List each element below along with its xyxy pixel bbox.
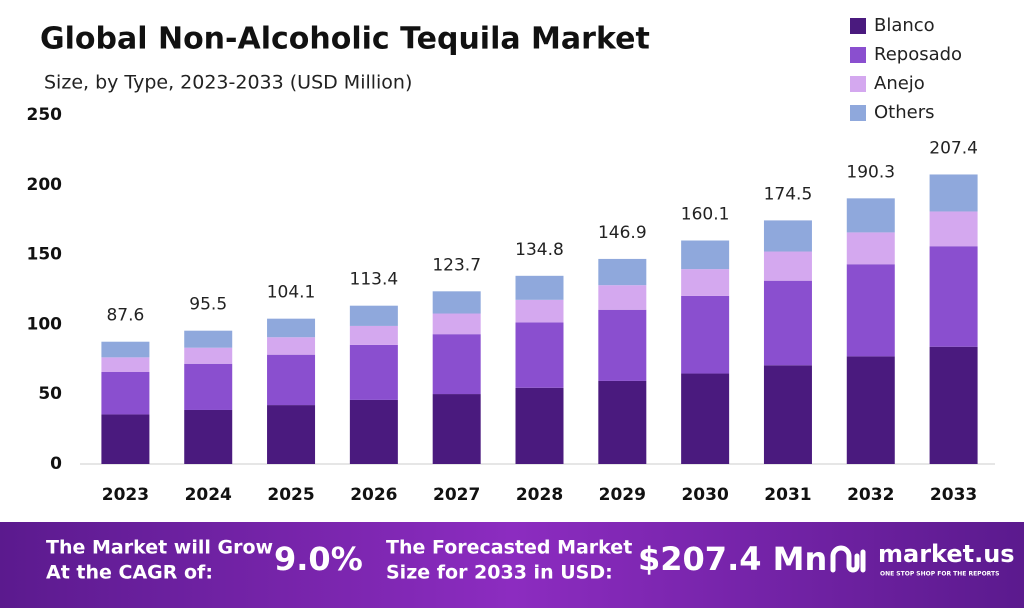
bar-segment: [681, 269, 730, 296]
total-label: 134.8: [515, 240, 564, 260]
legend-swatch: [850, 76, 866, 92]
bar-segment: [101, 341, 150, 358]
bar-segment: [681, 295, 730, 374]
bar-segment: [101, 414, 150, 464]
bar-segment: [267, 337, 316, 355]
bar-segment: [515, 275, 564, 300]
brand-logo: [830, 545, 866, 573]
total-label: 190.3: [846, 162, 895, 182]
x-tick-label: 2025: [267, 485, 314, 505]
legend-label: Others: [874, 102, 935, 123]
chart-title: Global Non-Alcoholic Tequila Market: [40, 22, 650, 57]
total-label: 123.7: [432, 255, 481, 275]
y-tick-label: 100: [27, 314, 63, 334]
bar-segment: [763, 220, 812, 252]
x-tick-label: 2029: [599, 485, 646, 505]
bar-segment: [598, 309, 647, 381]
legend-swatch: [850, 47, 866, 63]
bar-segment: [184, 330, 233, 348]
bar-segment: [846, 232, 895, 265]
bar-segment: [929, 246, 978, 347]
bar-segment: [515, 299, 564, 323]
bar-segment: [598, 285, 647, 310]
legend-label: Reposado: [874, 44, 962, 65]
bar-segment: [432, 313, 481, 335]
x-tick-label: 2032: [847, 485, 894, 505]
x-tick-label: 2028: [516, 485, 563, 505]
bar-segment: [101, 357, 150, 373]
x-tick-label: 2031: [764, 485, 811, 505]
y-tick-label: 50: [38, 384, 62, 404]
bar-segment: [267, 405, 316, 464]
bar-segment: [432, 394, 481, 464]
bar-segment: [846, 198, 895, 233]
bar-segment: [929, 211, 978, 247]
footer-text: Size for 2033 in USD:: [386, 562, 613, 584]
x-tick-label: 2030: [681, 485, 728, 505]
total-label: 174.5: [764, 184, 813, 204]
x-tick-label: 2033: [930, 485, 977, 505]
footer-text: At the CAGR of:: [46, 562, 213, 584]
bar-segment: [432, 334, 481, 395]
total-label: 95.5: [189, 295, 227, 315]
total-label: 104.1: [267, 283, 316, 303]
bar-segment: [763, 280, 812, 366]
x-tick-label: 2026: [350, 485, 397, 505]
bar-segment: [184, 409, 233, 464]
y-tick-label: 0: [50, 454, 62, 474]
legend-swatch: [850, 18, 866, 34]
x-tick-label: 2024: [185, 485, 232, 505]
footer-value: 9.0%: [274, 540, 363, 578]
bar-segment: [432, 291, 481, 314]
bar-segment: [349, 399, 398, 464]
bar-segment: [349, 305, 398, 326]
bar-segment: [598, 380, 647, 464]
bar-segment: [598, 258, 647, 286]
bar-segment: [184, 363, 233, 410]
bar-segment: [515, 322, 564, 388]
x-tick-label: 2027: [433, 485, 480, 505]
total-label: 113.4: [350, 270, 399, 290]
x-tick-label: 2023: [102, 485, 149, 505]
bar-segment: [681, 240, 730, 270]
bar-segment: [929, 174, 978, 212]
bar-segment: [267, 354, 316, 406]
total-label: 207.4: [929, 138, 978, 158]
footer-text: The Market will Grow: [46, 537, 273, 559]
brand-name: market.us: [878, 540, 1015, 568]
bar-segment: [929, 346, 978, 464]
y-tick-label: 150: [27, 245, 63, 265]
footer-text: The Forecasted Market: [386, 537, 632, 559]
legend-swatch: [850, 105, 866, 121]
bar-segment: [515, 387, 564, 464]
bar-segment: [846, 264, 895, 357]
chart-subtitle: Size, by Type, 2023-2033 (USD Million): [44, 72, 412, 94]
legend-label: Anejo: [874, 73, 925, 94]
bar-segment: [846, 356, 895, 464]
footer-band: [0, 522, 1024, 608]
y-tick-label: 250: [27, 105, 63, 125]
bar-segment: [267, 318, 316, 338]
bar-segment: [349, 325, 398, 345]
bar-segment: [763, 251, 812, 281]
legend-label: Blanco: [874, 15, 935, 36]
total-label: 87.6: [106, 306, 144, 326]
bar-segment: [349, 344, 398, 400]
bar-segment: [681, 373, 730, 464]
bar-segment: [101, 372, 150, 415]
bar-segment: [184, 347, 233, 364]
footer-value: $207.4 Mn: [638, 540, 827, 578]
brand-tagline: ONE STOP SHOP FOR THE REPORTS: [880, 571, 999, 578]
total-label: 160.1: [681, 205, 730, 225]
total-label: 146.9: [598, 223, 647, 243]
y-tick-label: 200: [27, 175, 63, 195]
bar-segment: [763, 365, 812, 464]
